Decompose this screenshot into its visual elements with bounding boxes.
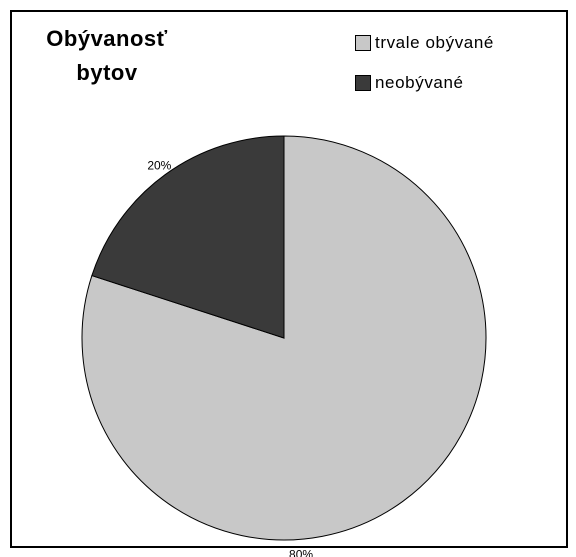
chart-legend: trvale obývané neobývané — [355, 28, 494, 108]
pie-data-labels: 80% 20% — [147, 159, 313, 557]
chart-title: Obývanosť bytov — [46, 26, 168, 85]
pie-slices — [81, 135, 487, 541]
pie-label-neobyvane: 20% — [147, 159, 171, 173]
pie-slice-neobyvane — [91, 135, 285, 339]
legend-swatch-trvale-obyvane — [355, 35, 371, 51]
legend-item-neobyvane: neobývané — [355, 68, 494, 98]
legend-label-trvale-obyvane: trvale obývané — [375, 33, 494, 52]
legend-item-trvale-obyvane: trvale obývané — [355, 28, 494, 58]
legend-swatch-neobyvane — [355, 75, 371, 91]
legend-label-neobyvane: neobývané — [375, 73, 464, 92]
pie-label-trvale-obyvane: 80% — [289, 548, 313, 557]
